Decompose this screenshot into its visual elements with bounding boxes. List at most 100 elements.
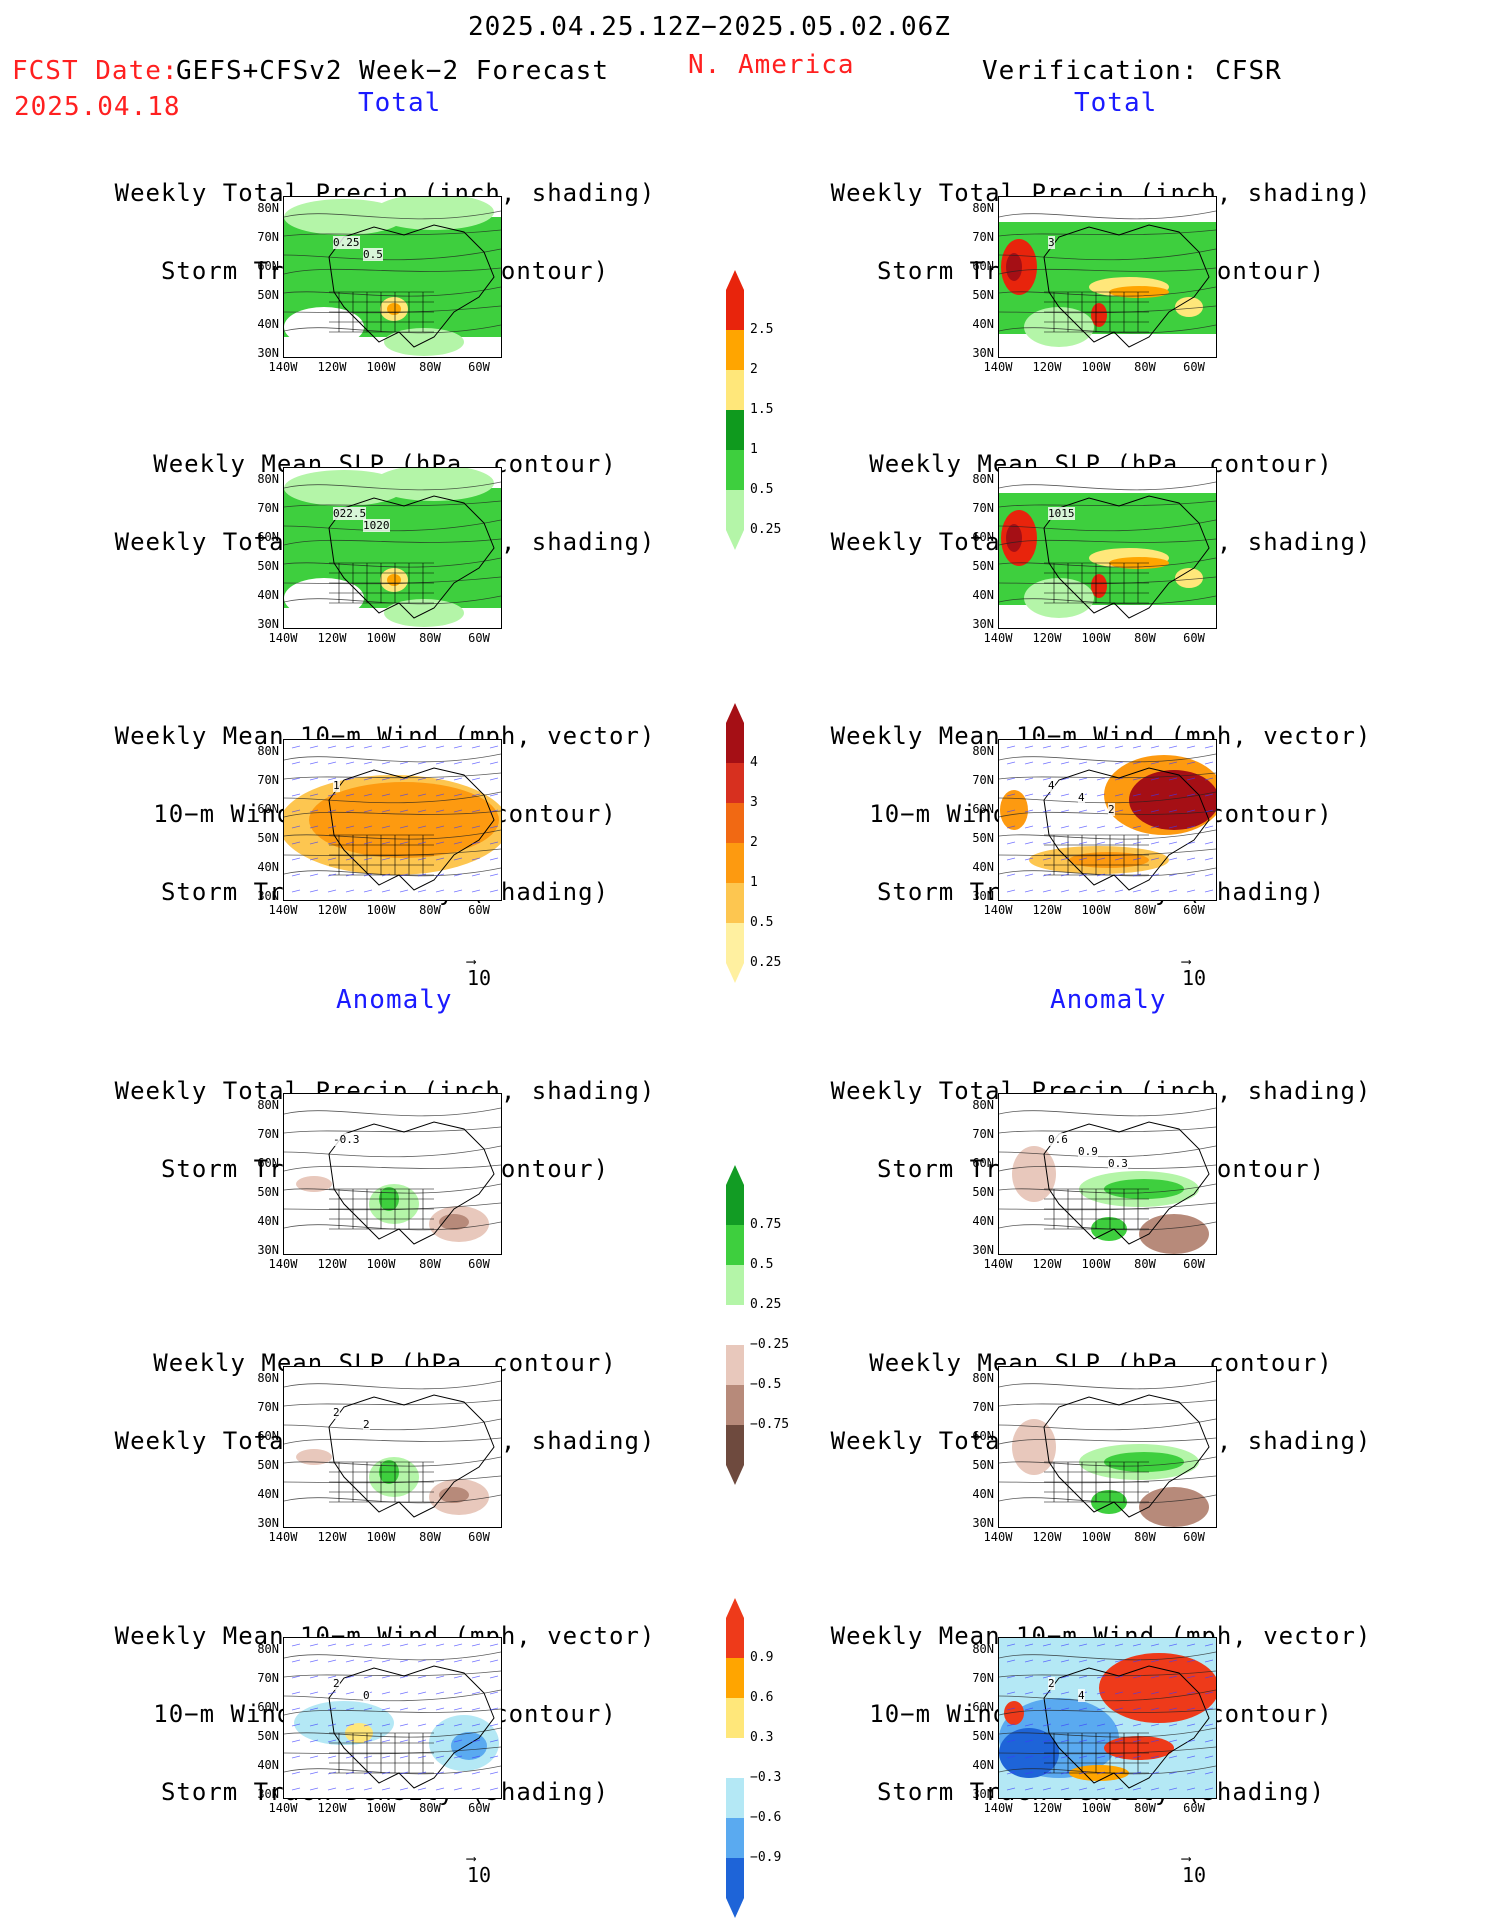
map-anom-slp-left bbox=[283, 1366, 502, 1528]
lon-tick-label: 120W bbox=[317, 1530, 347, 1544]
lat-tick-label: 50N bbox=[972, 1729, 994, 1743]
region-label: N. America bbox=[688, 50, 855, 80]
map-total-slp-right bbox=[998, 467, 1217, 629]
lat-tick-label: 70N bbox=[257, 501, 279, 515]
lon-tick-label: 60W bbox=[1183, 903, 1205, 917]
lon-tick-label: 80W bbox=[1134, 1257, 1156, 1271]
lat-tick-label: 40N bbox=[257, 1758, 279, 1772]
contour-label: 0.6 bbox=[1048, 1133, 1068, 1146]
colorbar-tick-label: −0.6 bbox=[750, 1810, 782, 1825]
lat-tick-label: 70N bbox=[257, 1400, 279, 1414]
colorbar-tick-label: −0.25 bbox=[750, 1337, 790, 1352]
section-total-left: Total bbox=[358, 88, 442, 118]
lat-tick-label: 80N bbox=[257, 744, 279, 758]
lat-tick-label: 80N bbox=[972, 201, 994, 215]
contour-label: 022.5 bbox=[333, 507, 367, 520]
lat-tick-label: 40N bbox=[257, 860, 279, 874]
lat-tick-label: 30N bbox=[972, 1516, 994, 1530]
lat-tick-label: 40N bbox=[257, 588, 279, 602]
lat-tick-label: 50N bbox=[257, 288, 279, 302]
colorbar-segment bbox=[726, 370, 744, 410]
colorbar-cap-top bbox=[726, 1165, 744, 1185]
lat-tick-label: 80N bbox=[257, 1642, 279, 1656]
lat-tick-label: 80N bbox=[257, 201, 279, 215]
colorbar-segment bbox=[726, 1345, 744, 1385]
lat-tick-label: 60N bbox=[972, 259, 994, 273]
contour-label: 0.9 bbox=[1078, 1145, 1098, 1158]
lon-tick-label: 120W bbox=[1032, 360, 1062, 374]
lon-tick-label: 100W bbox=[1081, 631, 1111, 645]
lon-tick-label: 120W bbox=[1032, 631, 1062, 645]
lat-tick-label: 50N bbox=[257, 1458, 279, 1472]
lon-tick-label: 120W bbox=[1032, 903, 1062, 917]
vector-reference-total-right: ⟶ 10 bbox=[1182, 954, 1207, 990]
lat-tick-label: 40N bbox=[972, 860, 994, 874]
colorbar-tick-label: 0.5 bbox=[750, 482, 774, 497]
lon-tick-label: 60W bbox=[1183, 631, 1205, 645]
lat-tick-label: 30N bbox=[257, 889, 279, 903]
colorbar-cap-bottom bbox=[726, 530, 744, 550]
colorbar-segment bbox=[726, 1265, 744, 1305]
contour-label: 0.25 bbox=[333, 236, 360, 249]
colorbar-segment bbox=[726, 1618, 744, 1658]
map-total-wind-left bbox=[283, 739, 502, 901]
lat-tick-label: 30N bbox=[972, 617, 994, 631]
map-total-wind-right bbox=[998, 739, 1217, 901]
colorbar-segment bbox=[726, 490, 744, 530]
lon-tick-label: 140W bbox=[268, 1530, 298, 1544]
colorbar-tick-label: 2.5 bbox=[750, 322, 774, 337]
contour-label: 2 bbox=[333, 1406, 340, 1419]
map-total-slp-left bbox=[283, 467, 502, 629]
section-anomaly-right: Anomaly bbox=[1050, 985, 1167, 1015]
lat-tick-label: 80N bbox=[257, 1371, 279, 1385]
lon-tick-label: 140W bbox=[983, 1801, 1013, 1815]
section-anomaly-left: Anomaly bbox=[336, 985, 453, 1015]
lon-tick-label: 140W bbox=[983, 903, 1013, 917]
vector-arrow-icon: ⟶ bbox=[1182, 954, 1191, 970]
lon-tick-label: 140W bbox=[983, 631, 1013, 645]
colorbar-segment bbox=[726, 1225, 744, 1265]
vector-reference-anom-right: ⟶ 10 bbox=[1182, 1851, 1207, 1887]
lon-tick-label: 120W bbox=[1032, 1257, 1062, 1271]
lon-tick-label: 80W bbox=[419, 1530, 441, 1544]
lat-tick-label: 30N bbox=[257, 1516, 279, 1530]
contour-label: 1015 bbox=[1048, 507, 1075, 520]
lon-tick-label: 100W bbox=[1081, 1801, 1111, 1815]
verification-label: Verification: CFSR bbox=[982, 56, 1282, 86]
lon-tick-label: 80W bbox=[419, 903, 441, 917]
lat-tick-label: 40N bbox=[257, 317, 279, 331]
lat-tick-label: 80N bbox=[972, 744, 994, 758]
lon-tick-label: 120W bbox=[317, 631, 347, 645]
lat-tick-label: 60N bbox=[972, 530, 994, 544]
lon-tick-label: 140W bbox=[268, 360, 298, 374]
lat-tick-label: 40N bbox=[972, 1214, 994, 1228]
colorbar-tick-label: −0.5 bbox=[750, 1377, 782, 1392]
lon-tick-label: 60W bbox=[1183, 1530, 1205, 1544]
colorbar-segment bbox=[726, 410, 744, 450]
lon-tick-label: 140W bbox=[268, 631, 298, 645]
lat-tick-label: 60N bbox=[257, 802, 279, 816]
lat-tick-label: 30N bbox=[257, 1243, 279, 1257]
lat-tick-label: 40N bbox=[972, 1758, 994, 1772]
colorbar-tick-label: 0.6 bbox=[750, 1690, 774, 1705]
lon-tick-label: 100W bbox=[366, 631, 396, 645]
lat-tick-label: 80N bbox=[972, 1642, 994, 1656]
time-range-title: 2025.04.25.12Z−2025.05.02.06Z bbox=[468, 12, 951, 42]
colorbar-segment bbox=[726, 843, 744, 883]
colorbar-tick-label: 0.3 bbox=[750, 1730, 774, 1745]
lat-tick-label: 30N bbox=[257, 617, 279, 631]
colorbar-cap-top bbox=[726, 270, 744, 290]
colorbar-segment bbox=[726, 1778, 744, 1818]
lat-tick-label: 70N bbox=[972, 1671, 994, 1685]
lat-tick-label: 60N bbox=[257, 1700, 279, 1714]
lon-tick-label: 100W bbox=[1081, 1257, 1111, 1271]
lon-tick-label: 100W bbox=[366, 1257, 396, 1271]
lon-tick-label: 80W bbox=[419, 1257, 441, 1271]
contour-label: 2 bbox=[1108, 803, 1115, 816]
lat-tick-label: 40N bbox=[972, 317, 994, 331]
lat-tick-label: 40N bbox=[257, 1487, 279, 1501]
lat-tick-label: 60N bbox=[972, 1700, 994, 1714]
contour-label: 1020 bbox=[363, 519, 390, 532]
lat-tick-label: 40N bbox=[972, 1487, 994, 1501]
colorbar-segment bbox=[726, 450, 744, 490]
